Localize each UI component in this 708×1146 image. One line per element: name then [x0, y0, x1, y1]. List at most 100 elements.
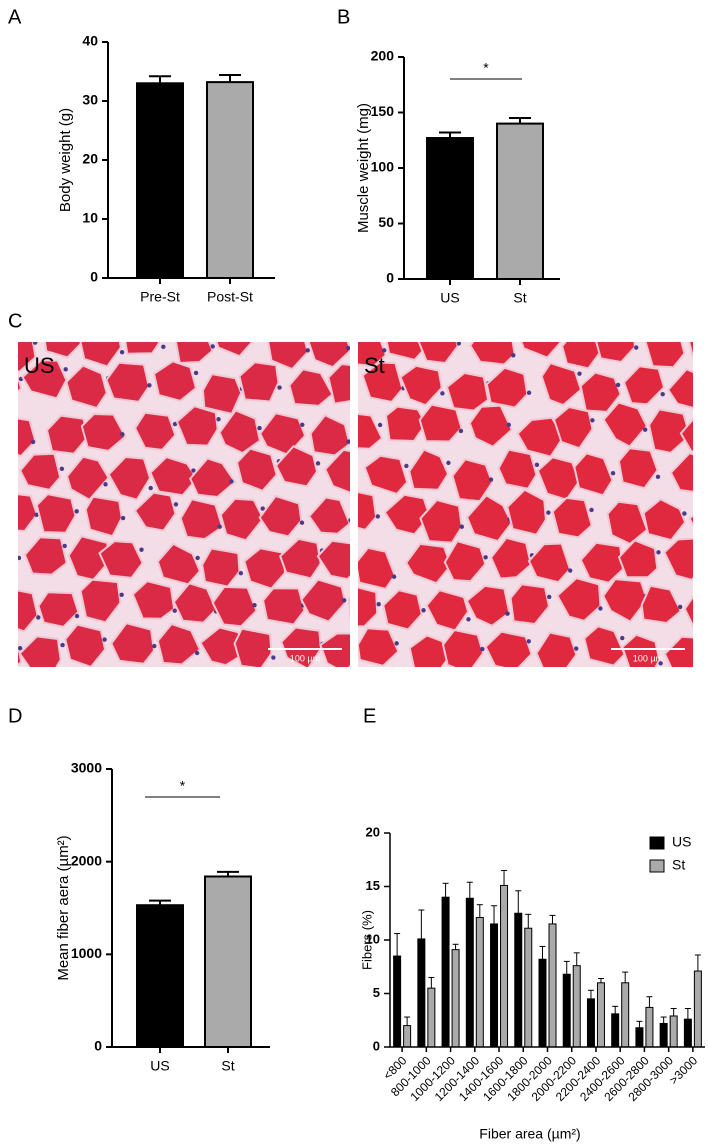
muscle-fiber — [642, 498, 687, 542]
nucleus — [368, 306, 372, 310]
nucleus — [120, 432, 125, 437]
y-tick-label: 50 — [378, 214, 394, 230]
nucleus — [7, 299, 11, 303]
significance-mark: * — [180, 778, 186, 794]
bar — [645, 1006, 654, 1048]
bar — [136, 904, 184, 1048]
muscle-fiber — [149, 455, 199, 497]
nucleus — [346, 439, 350, 444]
muscle-fiber — [21, 359, 68, 400]
nucleus — [610, 471, 616, 476]
muscle-fiber — [65, 455, 110, 502]
y-tick-label: 1000 — [71, 945, 102, 961]
muscle-fiber — [552, 405, 594, 450]
muscle-fiber — [358, 412, 384, 450]
bar — [500, 884, 509, 1048]
axes — [111, 769, 270, 1048]
muscle-fiber — [35, 671, 75, 716]
muscle-fiber — [663, 537, 693, 582]
nucleus — [348, 518, 350, 523]
x-tick-label: Post-St — [207, 289, 253, 305]
nucleus — [331, 698, 335, 702]
muscle-fiber — [688, 342, 693, 356]
nucleus — [556, 327, 560, 331]
nucleus — [526, 639, 531, 644]
nucleus — [30, 439, 36, 445]
nucleus — [577, 371, 582, 376]
nucleus — [173, 502, 179, 507]
nucleus — [74, 509, 79, 514]
nucleus — [345, 345, 350, 351]
nucleus — [59, 466, 65, 472]
bar — [490, 923, 499, 1048]
x-axis-label: Fiber area (µm²) — [479, 1126, 580, 1142]
muscle-fiber — [527, 542, 572, 584]
y-tick-label: 0 — [90, 269, 98, 285]
nucleus — [377, 422, 383, 428]
muscle-fiber — [348, 596, 350, 622]
bar — [441, 896, 450, 1048]
nucleus — [349, 691, 353, 695]
nucleus — [421, 608, 426, 613]
nucleus — [238, 571, 244, 576]
x-tick-label: Pre-St — [140, 289, 180, 305]
y-tick-label: 20 — [366, 824, 380, 839]
muscle-fiber — [0, 542, 17, 579]
muscle-fiber — [18, 640, 23, 666]
muscle-fiber — [643, 670, 684, 709]
muscle-fiber — [433, 675, 472, 718]
bar — [427, 987, 436, 1048]
nucleus — [18, 555, 22, 561]
muscle-fiber — [579, 541, 625, 584]
muscle-fiber — [560, 342, 605, 370]
nucleus — [634, 345, 639, 350]
muscle-fiber — [323, 276, 364, 314]
muscle-fiber — [18, 417, 37, 458]
nucleus — [172, 608, 177, 613]
bar — [514, 912, 523, 1048]
panel-letter: A — [8, 6, 22, 28]
nucleus — [682, 511, 687, 516]
nucleus — [315, 461, 321, 466]
nucleus — [575, 309, 579, 313]
muscle-fiber — [37, 591, 80, 628]
nucleus — [480, 646, 485, 652]
nucleus — [60, 642, 65, 648]
muscle-fiber — [399, 364, 443, 407]
muscle-fiber — [417, 342, 459, 365]
nucleus — [61, 307, 65, 311]
nucleus — [704, 646, 708, 650]
bar — [451, 949, 460, 1048]
muscle-fiber — [663, 635, 693, 667]
nucleus — [79, 331, 83, 335]
muscle-fiber — [309, 413, 350, 457]
muscle-fiber — [484, 630, 533, 667]
muscle-fiber — [43, 342, 83, 359]
nucleus — [353, 372, 357, 376]
nucleus — [635, 700, 639, 704]
muscle-fiber — [679, 417, 693, 453]
bar — [572, 965, 581, 1048]
nucleus — [394, 641, 399, 646]
bar — [669, 1015, 678, 1048]
muscle-fiber — [307, 496, 350, 535]
nucleus — [530, 299, 534, 303]
muscle-fiber — [152, 360, 198, 402]
muscle-fiber — [666, 367, 693, 409]
muscle-fiber — [358, 546, 396, 591]
panel-letter: B — [337, 6, 350, 28]
muscle-fiber — [35, 493, 77, 534]
nucleus — [251, 700, 255, 704]
nucleus — [534, 462, 540, 467]
muscle-fiber — [80, 412, 127, 452]
muscle-fiber — [622, 365, 666, 406]
muscle-fiber — [509, 583, 551, 626]
bar — [621, 982, 630, 1048]
muscle-fiber — [261, 670, 302, 707]
muscle-fiber — [648, 408, 692, 454]
nucleus — [404, 463, 409, 469]
nucleus — [300, 422, 305, 427]
muscle-fiber — [375, 671, 417, 706]
bar — [475, 917, 484, 1048]
y-tick-label: 100 — [371, 159, 395, 175]
